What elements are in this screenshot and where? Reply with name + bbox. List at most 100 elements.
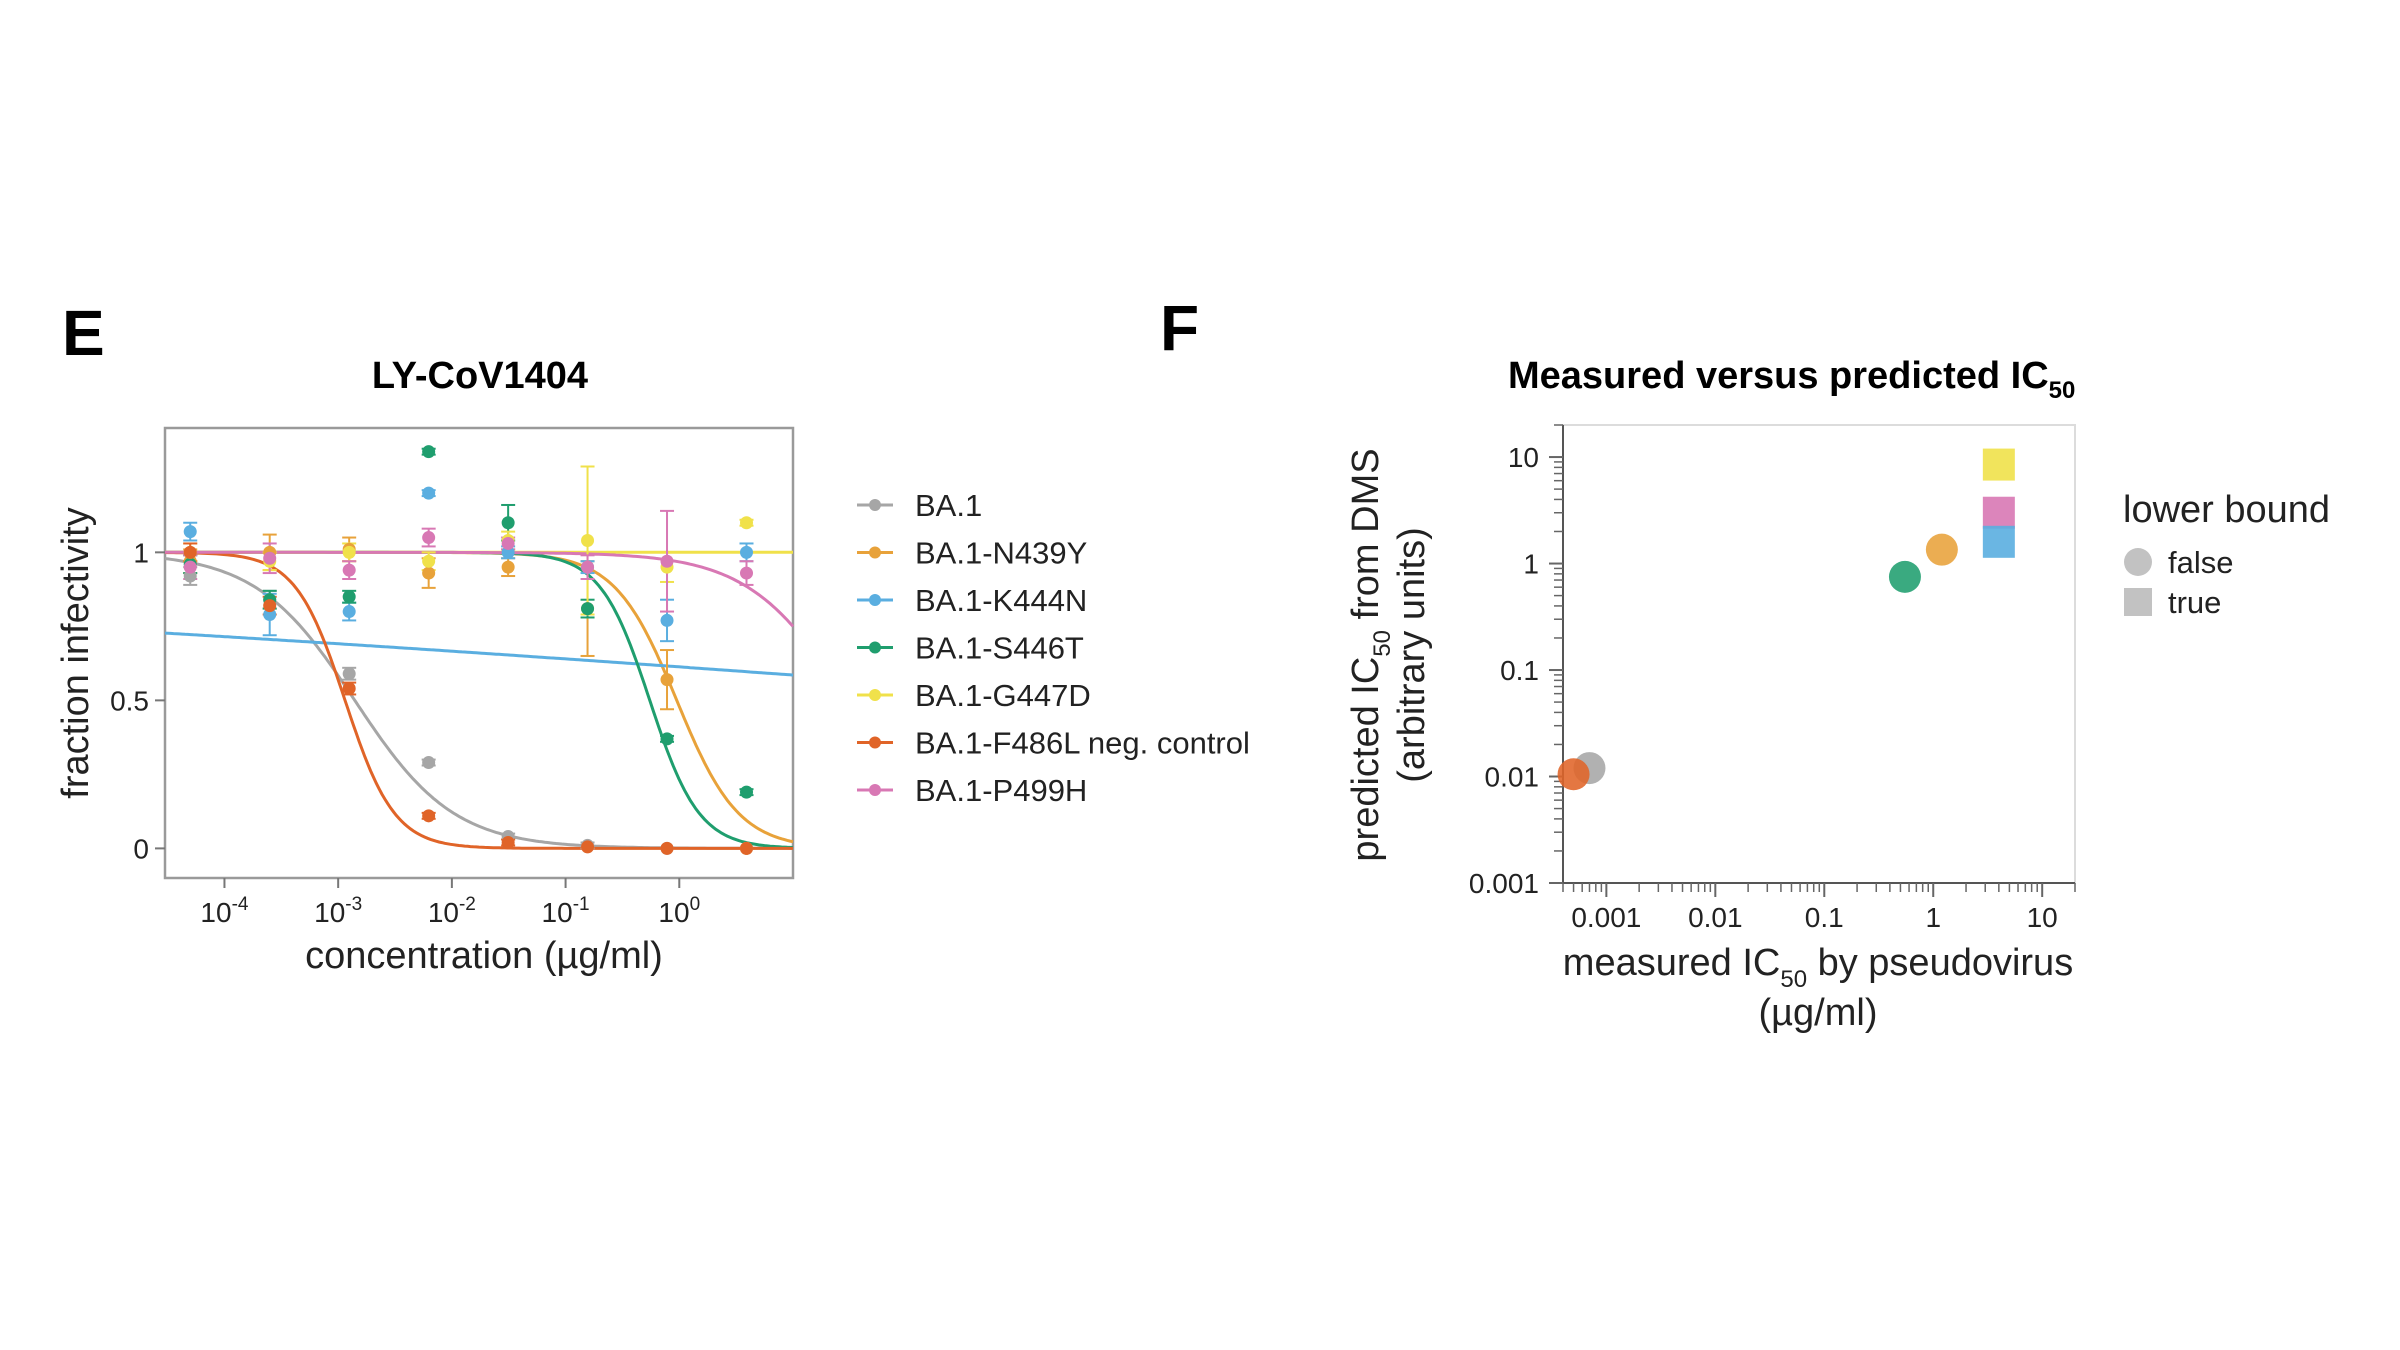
e-data-point bbox=[263, 551, 277, 565]
f-legend-square-marker bbox=[2124, 588, 2152, 616]
f-xtick-label: 0.01 bbox=[1688, 902, 1743, 933]
e-data-point bbox=[342, 667, 356, 681]
e-data-point bbox=[183, 545, 197, 559]
chart-f-xlabel-sub: 50 bbox=[1780, 966, 1807, 993]
f-square-point bbox=[1982, 496, 2015, 529]
e-curve-ba-1-k444n bbox=[164, 631, 794, 677]
e-xtick-label: 10-3 bbox=[314, 894, 362, 928]
e-legend-label: BA.1-G447D bbox=[915, 678, 1091, 713]
e-legend-label: BA.1-P499H bbox=[915, 773, 1087, 808]
chart-f-xlabel-line2: (µg/ml) bbox=[1759, 992, 1878, 1034]
e-data-point bbox=[263, 599, 277, 613]
e-legend-marker bbox=[869, 594, 881, 606]
e-curve-ba-1-s446t bbox=[165, 550, 794, 849]
chart-f-axes: 0.001 0.01 0.1 1 10 0.001 0.01 0.1 1 10 bbox=[1469, 424, 2076, 933]
e-legend-label: BA.1-S446T bbox=[915, 631, 1084, 666]
e-curve-ba-1 bbox=[164, 557, 793, 850]
e-data-point bbox=[740, 566, 754, 580]
chart-e-title: LY-CoV1404 bbox=[372, 355, 588, 397]
e-curve-ba-1-f486l-neg-control bbox=[164, 551, 793, 850]
f-ytick-label: 0.01 bbox=[1485, 762, 1540, 793]
panel-letter-e: E bbox=[62, 297, 105, 369]
chart-f-xlabel-b: by pseudovirus bbox=[1807, 942, 2073, 984]
panel-e: E LY-CoV1404 10-4 10-3 10-2 10-1 100 0 0.5 1 co… bbox=[55, 297, 1250, 977]
panel-f: F Measured versus predicted IC50 0.001 0.… bbox=[1160, 292, 2330, 1034]
e-legend-marker bbox=[869, 546, 881, 559]
chart-e-legend: BA.1 BA.1-N439Y BA.1-K444N BA.1-S446T BA.1-G… bbox=[857, 488, 1250, 808]
e-legend-label: BA.1-K444N bbox=[915, 583, 1087, 618]
e-data-point bbox=[581, 534, 595, 547]
e-data-point bbox=[422, 756, 436, 770]
e-data-point bbox=[740, 545, 754, 559]
e-legend-label: BA.1-F486L neg. control bbox=[915, 726, 1250, 761]
e-xtick-label: 100 bbox=[658, 894, 700, 928]
e-legend-marker bbox=[869, 736, 881, 749]
f-circle-point bbox=[1557, 758, 1590, 791]
e-xtick-label: 10-1 bbox=[542, 894, 590, 928]
e-curve-ba-1-n439y bbox=[165, 550, 794, 844]
e-data-point bbox=[342, 563, 356, 577]
chart-f-xlabel: measured IC50 by pseudovirus bbox=[1563, 942, 2073, 993]
e-data-point bbox=[740, 841, 754, 855]
e-data-point bbox=[740, 785, 754, 799]
e-data-point bbox=[342, 590, 356, 604]
chart-f-title: Measured versus predicted IC50 bbox=[1508, 355, 2075, 404]
chart-e-points bbox=[183, 445, 754, 855]
e-data-point bbox=[660, 841, 674, 855]
f-circle-point bbox=[1888, 560, 1921, 593]
panel-letter-f: F bbox=[1160, 292, 1199, 364]
chart-f-legend: lower bound false true bbox=[2123, 489, 2330, 620]
f-ytick-label: 10 bbox=[1508, 442, 1539, 473]
e-data-point bbox=[501, 536, 515, 550]
chart-f-title-sub: 50 bbox=[2049, 377, 2076, 404]
chart-f-ylabel-a: predicted IC bbox=[1345, 657, 1387, 862]
e-data-point bbox=[342, 545, 356, 559]
chart-f-title-main: Measured versus predicted IC bbox=[1508, 355, 2049, 397]
e-data-point bbox=[342, 682, 356, 696]
e-data-point bbox=[422, 531, 436, 545]
e-ytick-label: 1 bbox=[133, 537, 149, 568]
chart-e-curves bbox=[164, 550, 795, 850]
e-data-point bbox=[581, 840, 595, 854]
f-xtick-label: 0.1 bbox=[1805, 902, 1844, 933]
f-circle-point bbox=[1925, 533, 1958, 566]
chart-f-ylabel-line2: (arbitrary units) bbox=[1391, 527, 1433, 783]
e-xtick-label: 10-2 bbox=[428, 894, 476, 928]
f-ytick-label: 0.1 bbox=[1500, 655, 1539, 686]
f-xtick-label: 10 bbox=[2027, 902, 2058, 933]
chart-e-ylabel: fraction infectivity bbox=[55, 507, 97, 798]
e-legend-marker bbox=[869, 499, 881, 511]
e-data-point bbox=[501, 835, 515, 849]
e-data-point bbox=[183, 560, 197, 574]
e-data-point bbox=[740, 516, 754, 530]
e-ytick-label: 0 bbox=[133, 833, 149, 864]
chart-e-axes: 10-4 10-3 10-2 10-1 100 0 0.5 1 bbox=[110, 537, 700, 928]
e-data-point bbox=[581, 560, 595, 574]
e-ytick-label: 0.5 bbox=[110, 685, 149, 716]
e-data-point bbox=[422, 566, 436, 580]
chart-e-error-bars bbox=[183, 447, 754, 850]
e-legend-marker bbox=[869, 689, 881, 701]
f-xtick-label: 1 bbox=[1925, 902, 1941, 933]
f-legend-circle-marker bbox=[2124, 548, 2152, 576]
f-legend-title: lower bound bbox=[2123, 489, 2330, 531]
chart-f-xlabel-a: measured IC bbox=[1563, 942, 1781, 984]
e-legend-marker bbox=[869, 641, 881, 654]
e-data-point bbox=[660, 732, 674, 746]
f-square-point bbox=[1982, 525, 2015, 558]
e-data-point bbox=[501, 545, 515, 559]
e-data-point bbox=[422, 486, 436, 500]
f-square-point bbox=[1982, 448, 2015, 481]
chart-e-xlabel: concentration (µg/ml) bbox=[305, 935, 663, 977]
f-legend-label: false bbox=[2168, 545, 2233, 580]
chart-f-points bbox=[1557, 448, 2015, 791]
e-data-point bbox=[183, 525, 197, 539]
e-data-point bbox=[581, 602, 595, 616]
f-xtick-label: 0.001 bbox=[1571, 902, 1641, 933]
e-data-point bbox=[660, 673, 674, 687]
f-legend-label: true bbox=[2168, 585, 2221, 620]
e-legend-marker bbox=[869, 784, 881, 796]
chart-f-ylabel-b: from DMS bbox=[1345, 448, 1387, 630]
e-legend-label: BA.1-N439Y bbox=[915, 536, 1087, 571]
